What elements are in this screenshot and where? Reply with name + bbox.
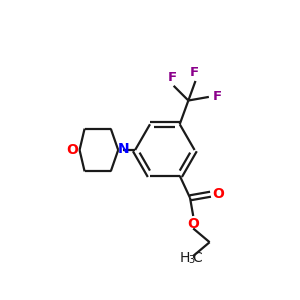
Text: O: O	[188, 217, 200, 231]
Text: F: F	[168, 71, 177, 84]
Text: F: F	[213, 90, 222, 103]
Text: O: O	[212, 187, 224, 201]
Text: N: N	[117, 142, 129, 156]
Text: 3: 3	[188, 255, 194, 266]
Text: O: O	[67, 143, 78, 157]
Text: C: C	[193, 251, 202, 265]
Text: H: H	[180, 251, 190, 265]
Text: F: F	[190, 66, 199, 79]
